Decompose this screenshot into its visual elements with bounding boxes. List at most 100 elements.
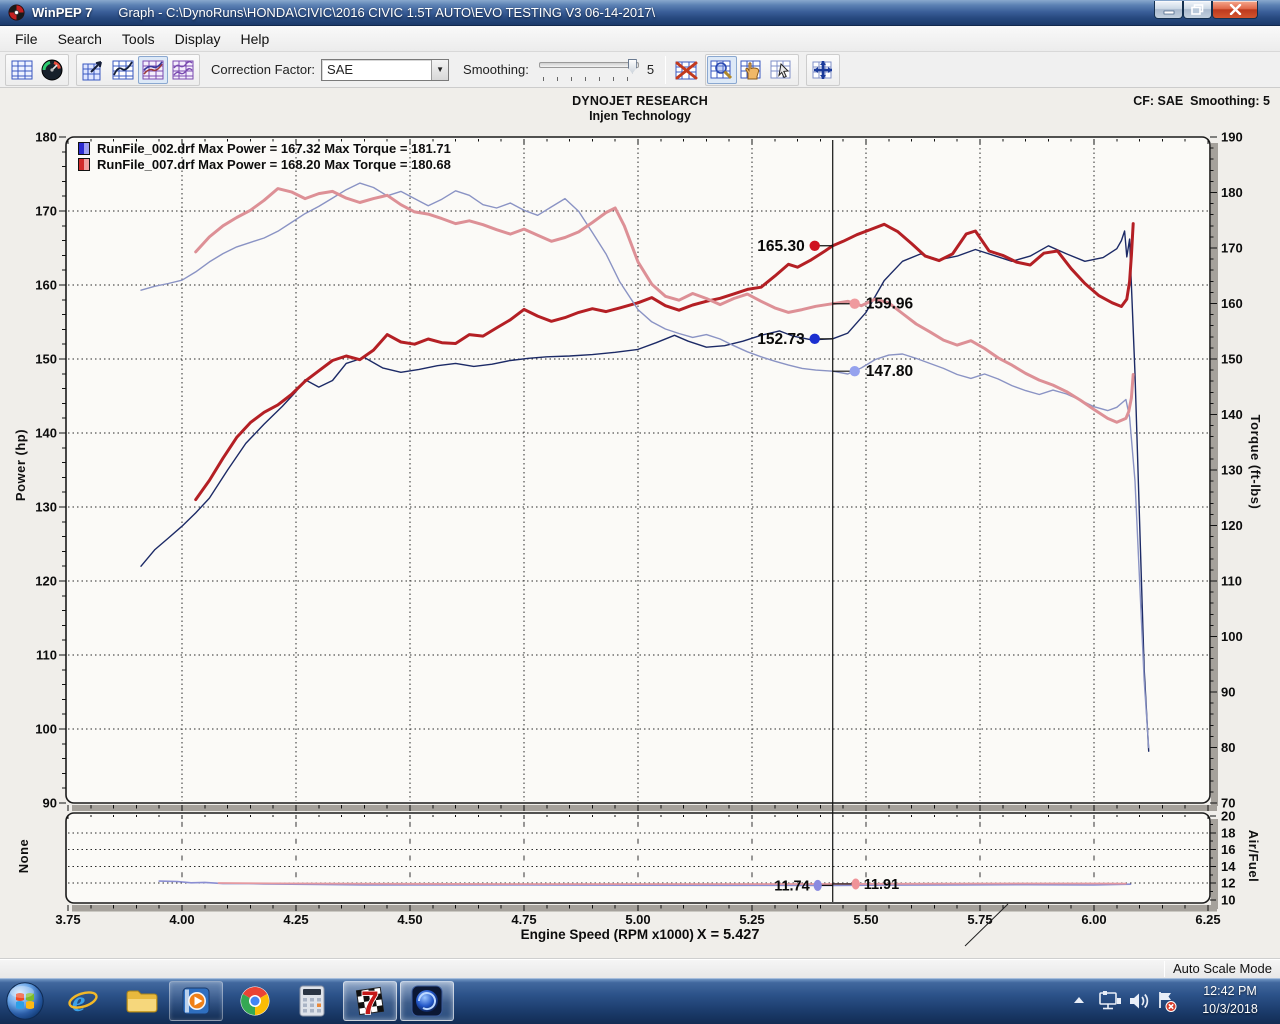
svg-text:150: 150 <box>1221 352 1243 367</box>
restore-button[interactable] <box>1183 1 1212 19</box>
smoothing-slider-ticks <box>542 76 633 81</box>
svg-text:5.25: 5.25 <box>739 912 764 927</box>
svg-text:3.75: 3.75 <box>55 912 80 927</box>
ie-icon[interactable]: e <box>67 985 99 1017</box>
tray-expand-icon[interactable] <box>1071 994 1087 1006</box>
window-title: Graph - C:\DynoRuns\HONDA\CIVIC\2016 CIV… <box>118 5 656 20</box>
pan-tool-button[interactable] <box>737 56 767 84</box>
svg-text:70: 70 <box>1221 796 1235 811</box>
svg-text:130: 130 <box>35 500 57 515</box>
graph-multi-button[interactable] <box>168 56 198 84</box>
dyno-app-task-button[interactable] <box>400 981 454 1021</box>
torque-axis-label: Torque (ft-lbs) <box>1248 414 1263 510</box>
smoothing-slider-track[interactable] <box>538 61 639 68</box>
close-button[interactable] <box>1212 1 1258 19</box>
svg-text:110: 110 <box>36 648 57 663</box>
svg-text:14: 14 <box>1221 859 1236 874</box>
tray-clock[interactable]: 12:42 PM 10/3/2018 <box>1188 982 1272 1018</box>
app-name: WinPEP 7 <box>32 5 93 20</box>
af-right-axis-label: Air/Fuel <box>1246 829 1261 883</box>
smoothing-slider-thumb[interactable] <box>627 58 637 74</box>
chart-subtitle: Injen Technology <box>589 109 691 123</box>
curve-runfile-007-drf-air-fuel <box>217 882 1127 885</box>
menu-item-help[interactable]: Help <box>240 30 270 47</box>
svg-text:120: 120 <box>1221 518 1243 533</box>
svg-text:150: 150 <box>35 352 57 367</box>
cursor: 165.30 159.96 152.73 147.80 11.74 11.91 <box>757 140 1009 947</box>
network-icon[interactable] <box>1097 991 1123 1011</box>
title-bar[interactable]: WinPEP 7 Graph - C:\DynoRuns\HONDA\CIVIC… <box>0 0 1280 26</box>
status-separator <box>1163 960 1165 977</box>
svg-text:16: 16 <box>1221 842 1235 857</box>
smoothing-label: Smoothing: <box>463 62 529 77</box>
svg-text:4.75: 4.75 <box>511 912 536 927</box>
cursor-value-label: 165.30 <box>757 238 804 255</box>
svg-text:10: 10 <box>1221 893 1235 908</box>
legend-swatch-runfile-007 <box>78 157 90 171</box>
svg-text:4.00: 4.00 <box>169 912 194 927</box>
zoom-tool-button[interactable] <box>707 55 738 84</box>
chevron-down-icon[interactable]: ▼ <box>431 59 449 80</box>
status-bar: Auto Scale Mode <box>0 958 1280 978</box>
cursor-value-label: 159.96 <box>866 296 914 313</box>
explorer-folder-icon[interactable] <box>125 987 159 1015</box>
delete-graph-button[interactable] <box>671 56 701 84</box>
menu-item-display[interactable]: Display <box>174 30 221 47</box>
clock-time: 12:42 PM <box>1203 984 1257 998</box>
svg-text:130: 130 <box>1221 463 1243 478</box>
svg-text:4.25: 4.25 <box>283 912 308 927</box>
smoothing-slider[interactable] <box>538 57 639 83</box>
chart-cf-readout: CF: SAE Smoothing: 5 <box>1133 94 1270 108</box>
svg-text:6.25: 6.25 <box>1195 912 1220 927</box>
winpep-app-icon <box>8 4 25 21</box>
cursor-marker <box>849 366 860 377</box>
start-orb[interactable] <box>5 981 45 1021</box>
smoothing-value: 5 <box>646 62 655 77</box>
legend: RunFile_002.drf Max Power = 167.32 Max T… <box>78 140 451 172</box>
graph-compare-button[interactable] <box>138 55 168 84</box>
axis-ticks <box>59 136 1217 911</box>
curve-runfile-002-drf-air-fuel <box>158 880 1132 887</box>
svg-text:100: 100 <box>1221 629 1243 644</box>
menu-bar: File Search Tools Display Help <box>0 26 1280 52</box>
action-center-flag-icon[interactable] <box>1155 991 1179 1013</box>
menu-item-tools[interactable]: Tools <box>121 30 155 47</box>
select-tool-button[interactable] <box>767 56 797 84</box>
svg-text:160: 160 <box>1221 296 1243 311</box>
svg-text:e: e <box>72 985 85 1017</box>
svg-text:190: 190 <box>1221 130 1243 145</box>
toolbar: Correction Factor: SAE ▼ Smoothing: 5 <box>0 52 1280 88</box>
calculator-icon[interactable] <box>299 985 325 1017</box>
chrome-icon[interactable] <box>239 985 271 1017</box>
legend-text-runfile-007: RunFile_007.drf Max Power = 168.20 Max T… <box>97 156 451 172</box>
menu-item-search[interactable]: Search <box>57 30 102 47</box>
table-view-button[interactable] <box>7 56 37 84</box>
cursor-marker <box>813 879 822 891</box>
svg-text:140: 140 <box>35 426 57 441</box>
power-axis-label: Power (hp) <box>13 428 28 502</box>
axes-tool-button[interactable] <box>808 56 838 84</box>
svg-text:160: 160 <box>35 278 57 293</box>
cursor-marker <box>849 298 860 309</box>
media-player-task-button[interactable] <box>169 981 223 1021</box>
graph-pick-button[interactable] <box>78 56 108 84</box>
gauge-view-button[interactable] <box>37 56 67 84</box>
x-axis-label: Engine Speed (RPM x1000) <box>520 927 694 942</box>
volume-icon[interactable] <box>1128 991 1150 1011</box>
minimize-button[interactable] <box>1154 1 1183 19</box>
chart-title: DYNOJET RESEARCH <box>572 94 708 108</box>
correction-factor-select[interactable]: SAE ▼ <box>321 58 450 81</box>
menu-item-file[interactable]: File <box>15 30 38 47</box>
nav-toolbar-group <box>705 53 800 86</box>
tick-labels: 180 170 160 150 140 130 120 110 100 90 190 180 170 16… <box>35 130 1242 928</box>
winpep-task-button[interactable]: 7 <box>343 981 397 1021</box>
af-left-axis-label: None <box>16 838 31 874</box>
correction-factor-value: SAE <box>327 62 354 77</box>
dyno-chart[interactable]: 180 170 160 150 140 130 120 110 100 90 190 180 170 16… <box>0 88 1280 958</box>
svg-text:6.00: 6.00 <box>1081 912 1106 927</box>
curve-runfile-007-drf-power <box>194 222 1135 502</box>
svg-text:20: 20 <box>1221 809 1235 824</box>
cursor-marker <box>809 333 820 344</box>
graph-line-button[interactable] <box>108 56 138 84</box>
